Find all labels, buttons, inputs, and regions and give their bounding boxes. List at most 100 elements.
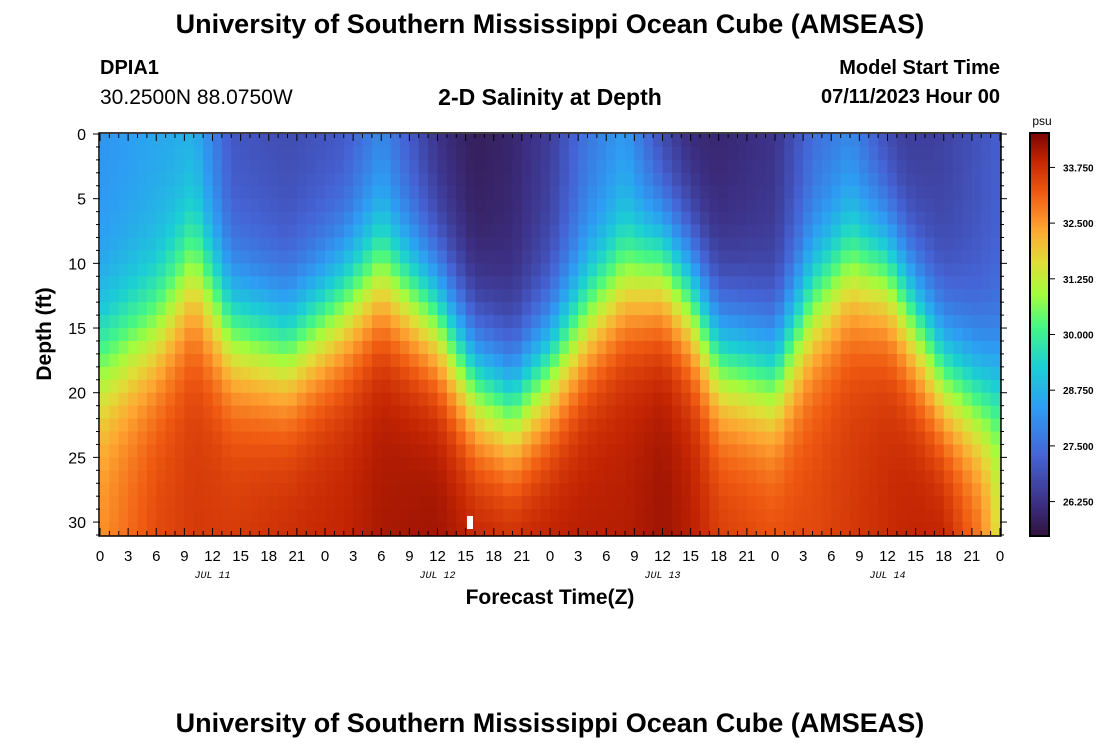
heatmap-cell	[306, 289, 317, 303]
heatmap-cell	[146, 250, 157, 264]
heatmap-cell	[240, 509, 251, 523]
heatmap-cell	[943, 289, 954, 303]
heatmap-cell	[128, 431, 139, 446]
model-start-value: 07/11/2023 Hour 00	[820, 86, 1000, 108]
heatmap-cell	[765, 159, 776, 174]
heatmap-cell	[325, 496, 335, 510]
heatmap-cell	[559, 276, 570, 290]
heatmap-cell	[193, 302, 204, 316]
heatmap-cell	[906, 418, 917, 433]
heatmap-cell	[765, 211, 776, 226]
x-tick-label: 18	[710, 548, 727, 565]
heatmap-cell	[428, 185, 439, 200]
heatmap-cell	[690, 431, 701, 446]
heatmap-cell	[287, 224, 298, 239]
heatmap-cell	[296, 172, 307, 187]
heatmap-cell	[475, 289, 485, 303]
heatmap-cell	[381, 353, 392, 368]
heatmap-cell	[418, 353, 429, 368]
heatmap-cell	[784, 198, 795, 213]
heatmap-cell	[615, 198, 626, 213]
heatmap-cell	[343, 224, 354, 239]
heatmap-cell	[484, 431, 495, 446]
heatmap-cell	[775, 276, 785, 290]
heatmap-cell	[100, 509, 110, 523]
heatmap-cell	[456, 522, 467, 536]
heatmap-cell	[203, 276, 214, 290]
heatmap-cell	[456, 328, 467, 342]
heatmap-cell	[381, 224, 392, 239]
heatmap-cell	[700, 522, 710, 536]
heatmap-cell	[915, 431, 926, 446]
x-tick-label: 0	[546, 548, 554, 565]
heatmap-cell	[971, 289, 982, 303]
heatmap-cell	[981, 250, 992, 264]
heatmap-cell	[484, 353, 495, 368]
heatmap-cell	[643, 276, 654, 290]
heatmap-cell	[821, 457, 832, 471]
heatmap-cell	[643, 134, 654, 148]
main-title: University of Southern Mississippi Ocean…	[175, 9, 925, 39]
heatmap-cell	[353, 405, 364, 420]
heatmap-cell	[146, 224, 157, 239]
heatmap-cell	[268, 146, 279, 161]
heatmap-cell	[784, 146, 795, 161]
heatmap-cell	[596, 172, 607, 187]
heatmap-cell	[690, 289, 701, 303]
heatmap-cell	[353, 146, 364, 161]
heatmap-cell	[990, 315, 1001, 329]
heatmap-cell	[268, 224, 279, 239]
heatmap-cell	[428, 134, 439, 148]
heatmap-cell	[268, 250, 279, 264]
heatmap-cell	[681, 379, 692, 394]
heatmap-cell	[212, 496, 223, 510]
heatmap-cell	[578, 224, 589, 239]
heatmap-cell	[109, 250, 120, 264]
heatmap-cell	[503, 392, 514, 407]
heatmap-cell	[137, 237, 148, 252]
heatmap-cell	[118, 198, 129, 213]
heatmap-cell	[831, 353, 842, 368]
heatmap-cell	[446, 392, 457, 407]
heatmap-cell	[268, 405, 279, 420]
heatmap-cell	[671, 250, 682, 264]
heatmap-cell	[128, 509, 139, 523]
heatmap-cell	[587, 418, 598, 433]
heatmap-cell	[896, 185, 907, 200]
heatmap-cell	[671, 470, 682, 484]
heatmap-cell	[390, 289, 401, 303]
heatmap-cell	[643, 483, 654, 497]
heatmap-cell	[690, 340, 701, 355]
heatmap-cell	[371, 328, 382, 342]
heatmap-cell	[259, 431, 270, 446]
heatmap-cell	[990, 379, 1001, 394]
heatmap-cell	[746, 276, 757, 290]
heatmap-cell	[906, 250, 917, 264]
heatmap-cell	[925, 237, 935, 252]
heatmap-cell	[493, 457, 504, 471]
heatmap-cell	[925, 392, 935, 407]
heatmap-cell	[578, 353, 589, 368]
heatmap-cell	[203, 146, 214, 161]
heatmap-cell	[812, 185, 823, 200]
heatmap-cell	[362, 379, 373, 394]
heatmap-cell	[925, 457, 935, 471]
heatmap-cell	[259, 146, 270, 161]
heatmap-cell	[625, 353, 635, 368]
heatmap-cell	[381, 392, 392, 407]
heatmap-cell	[700, 483, 710, 497]
heatmap-cell	[353, 470, 364, 484]
heatmap-cell	[428, 263, 439, 277]
heatmap-cell	[709, 392, 720, 407]
heatmap-cell	[840, 224, 851, 239]
heatmap-cell	[671, 353, 682, 368]
heatmap-cell	[381, 211, 392, 226]
heatmap-cell	[878, 470, 889, 484]
heatmap-cell	[268, 172, 279, 187]
heatmap-cell	[109, 457, 120, 471]
heatmap-cell	[906, 315, 917, 329]
heatmap-cell	[484, 315, 495, 329]
heatmap-cell	[587, 431, 598, 446]
heatmap-cell	[915, 457, 926, 471]
heatmap-cell	[503, 405, 514, 420]
